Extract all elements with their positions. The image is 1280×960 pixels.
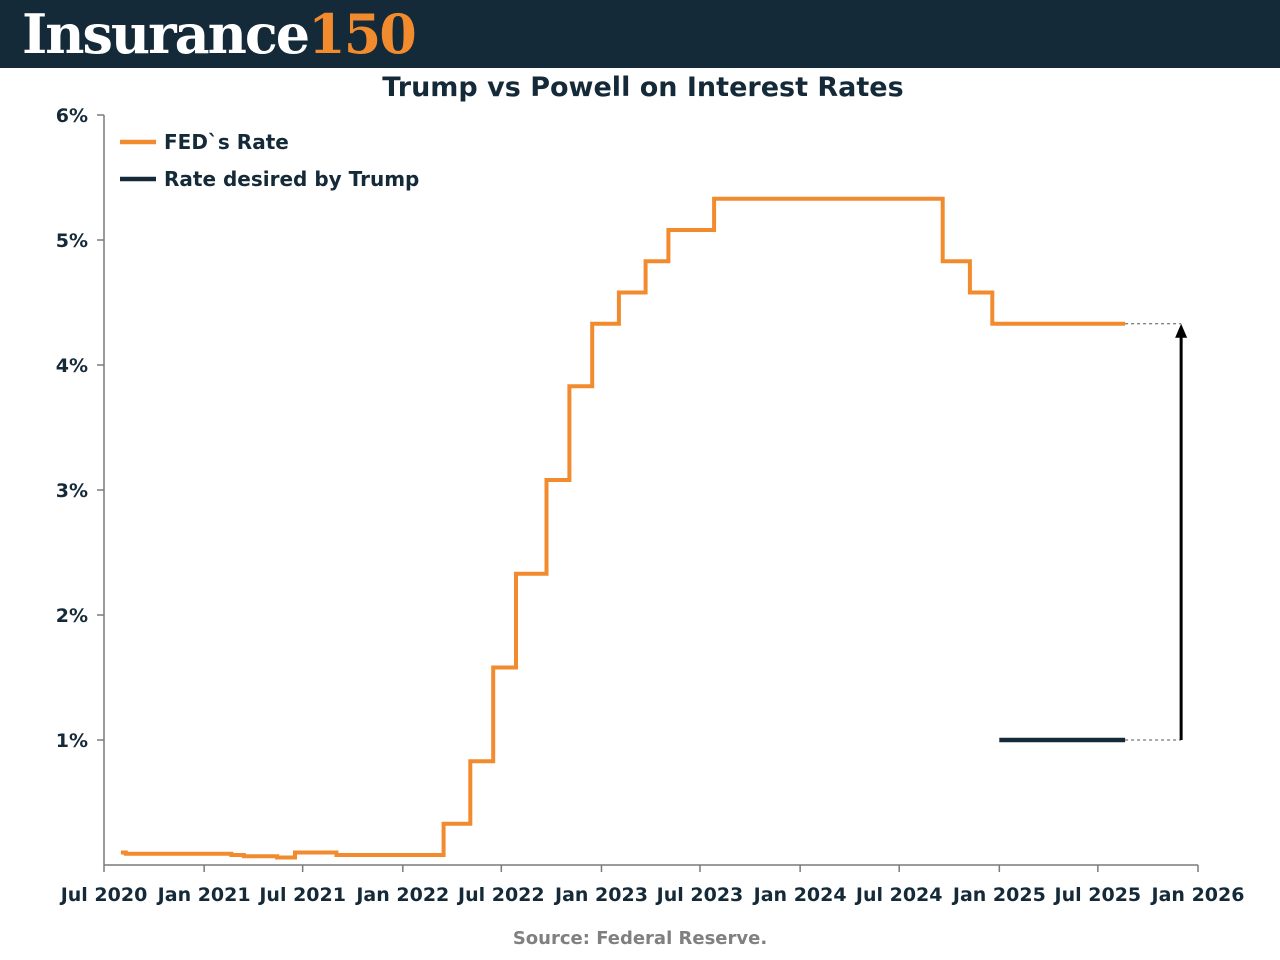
series-line-fed-rate xyxy=(120,196,1126,860)
x-tick-label: Jan 2025 xyxy=(951,884,1046,906)
brand-logo: Insurance150 xyxy=(22,2,417,66)
x-tick-label: Jul 2020 xyxy=(59,884,148,906)
y-tick-label: 5% xyxy=(56,230,88,252)
x-tick-label: Jul 2021 xyxy=(257,884,346,906)
x-tick-label: Jul 2022 xyxy=(456,884,545,906)
source-note: Source: Federal Reserve. xyxy=(512,928,768,949)
x-tick-label: Jan 2026 xyxy=(1150,884,1245,906)
header-bar: Insurance150 xyxy=(0,0,1280,68)
gap-arrow-head xyxy=(1175,323,1188,338)
y-tick-label: 3% xyxy=(56,480,88,502)
axes xyxy=(103,115,1198,866)
x-tick-label: Jan 2024 xyxy=(752,884,847,906)
legend-label: FED`s Rate xyxy=(164,130,289,154)
y-ticks: 1% 2% 3% 4% 5% 6% xyxy=(56,105,104,752)
brand-logo-number: 150 xyxy=(308,2,417,66)
x-tick-label: Jan 2021 xyxy=(156,884,251,906)
brand-logo-word: Insurance xyxy=(22,2,310,66)
chart-title: Trump vs Powell on Interest Rates xyxy=(382,72,904,103)
x-tick-label: Jul 2025 xyxy=(1053,884,1142,906)
x-ticks: Jul 2020 Jan 2021 Jul 2021 Jan 2022 Jul 2022… xyxy=(59,865,1245,906)
y-tick-label: 4% xyxy=(56,355,88,377)
x-tick-label: Jul 2023 xyxy=(655,884,744,906)
y-tick-label: 2% xyxy=(56,605,88,627)
series-layer xyxy=(120,196,1126,860)
y-tick-label: 6% xyxy=(56,105,88,127)
x-tick-label: Jan 2022 xyxy=(354,884,449,906)
annotation-layer xyxy=(1125,323,1188,741)
x-tick-label: Jan 2023 xyxy=(553,884,648,906)
legend: FED`s Rate Rate desired by Trump xyxy=(120,130,419,191)
y-tick-label: 1% xyxy=(56,730,88,752)
legend-label: Rate desired by Trump xyxy=(164,167,419,191)
x-tick-label: Jul 2024 xyxy=(854,884,943,906)
